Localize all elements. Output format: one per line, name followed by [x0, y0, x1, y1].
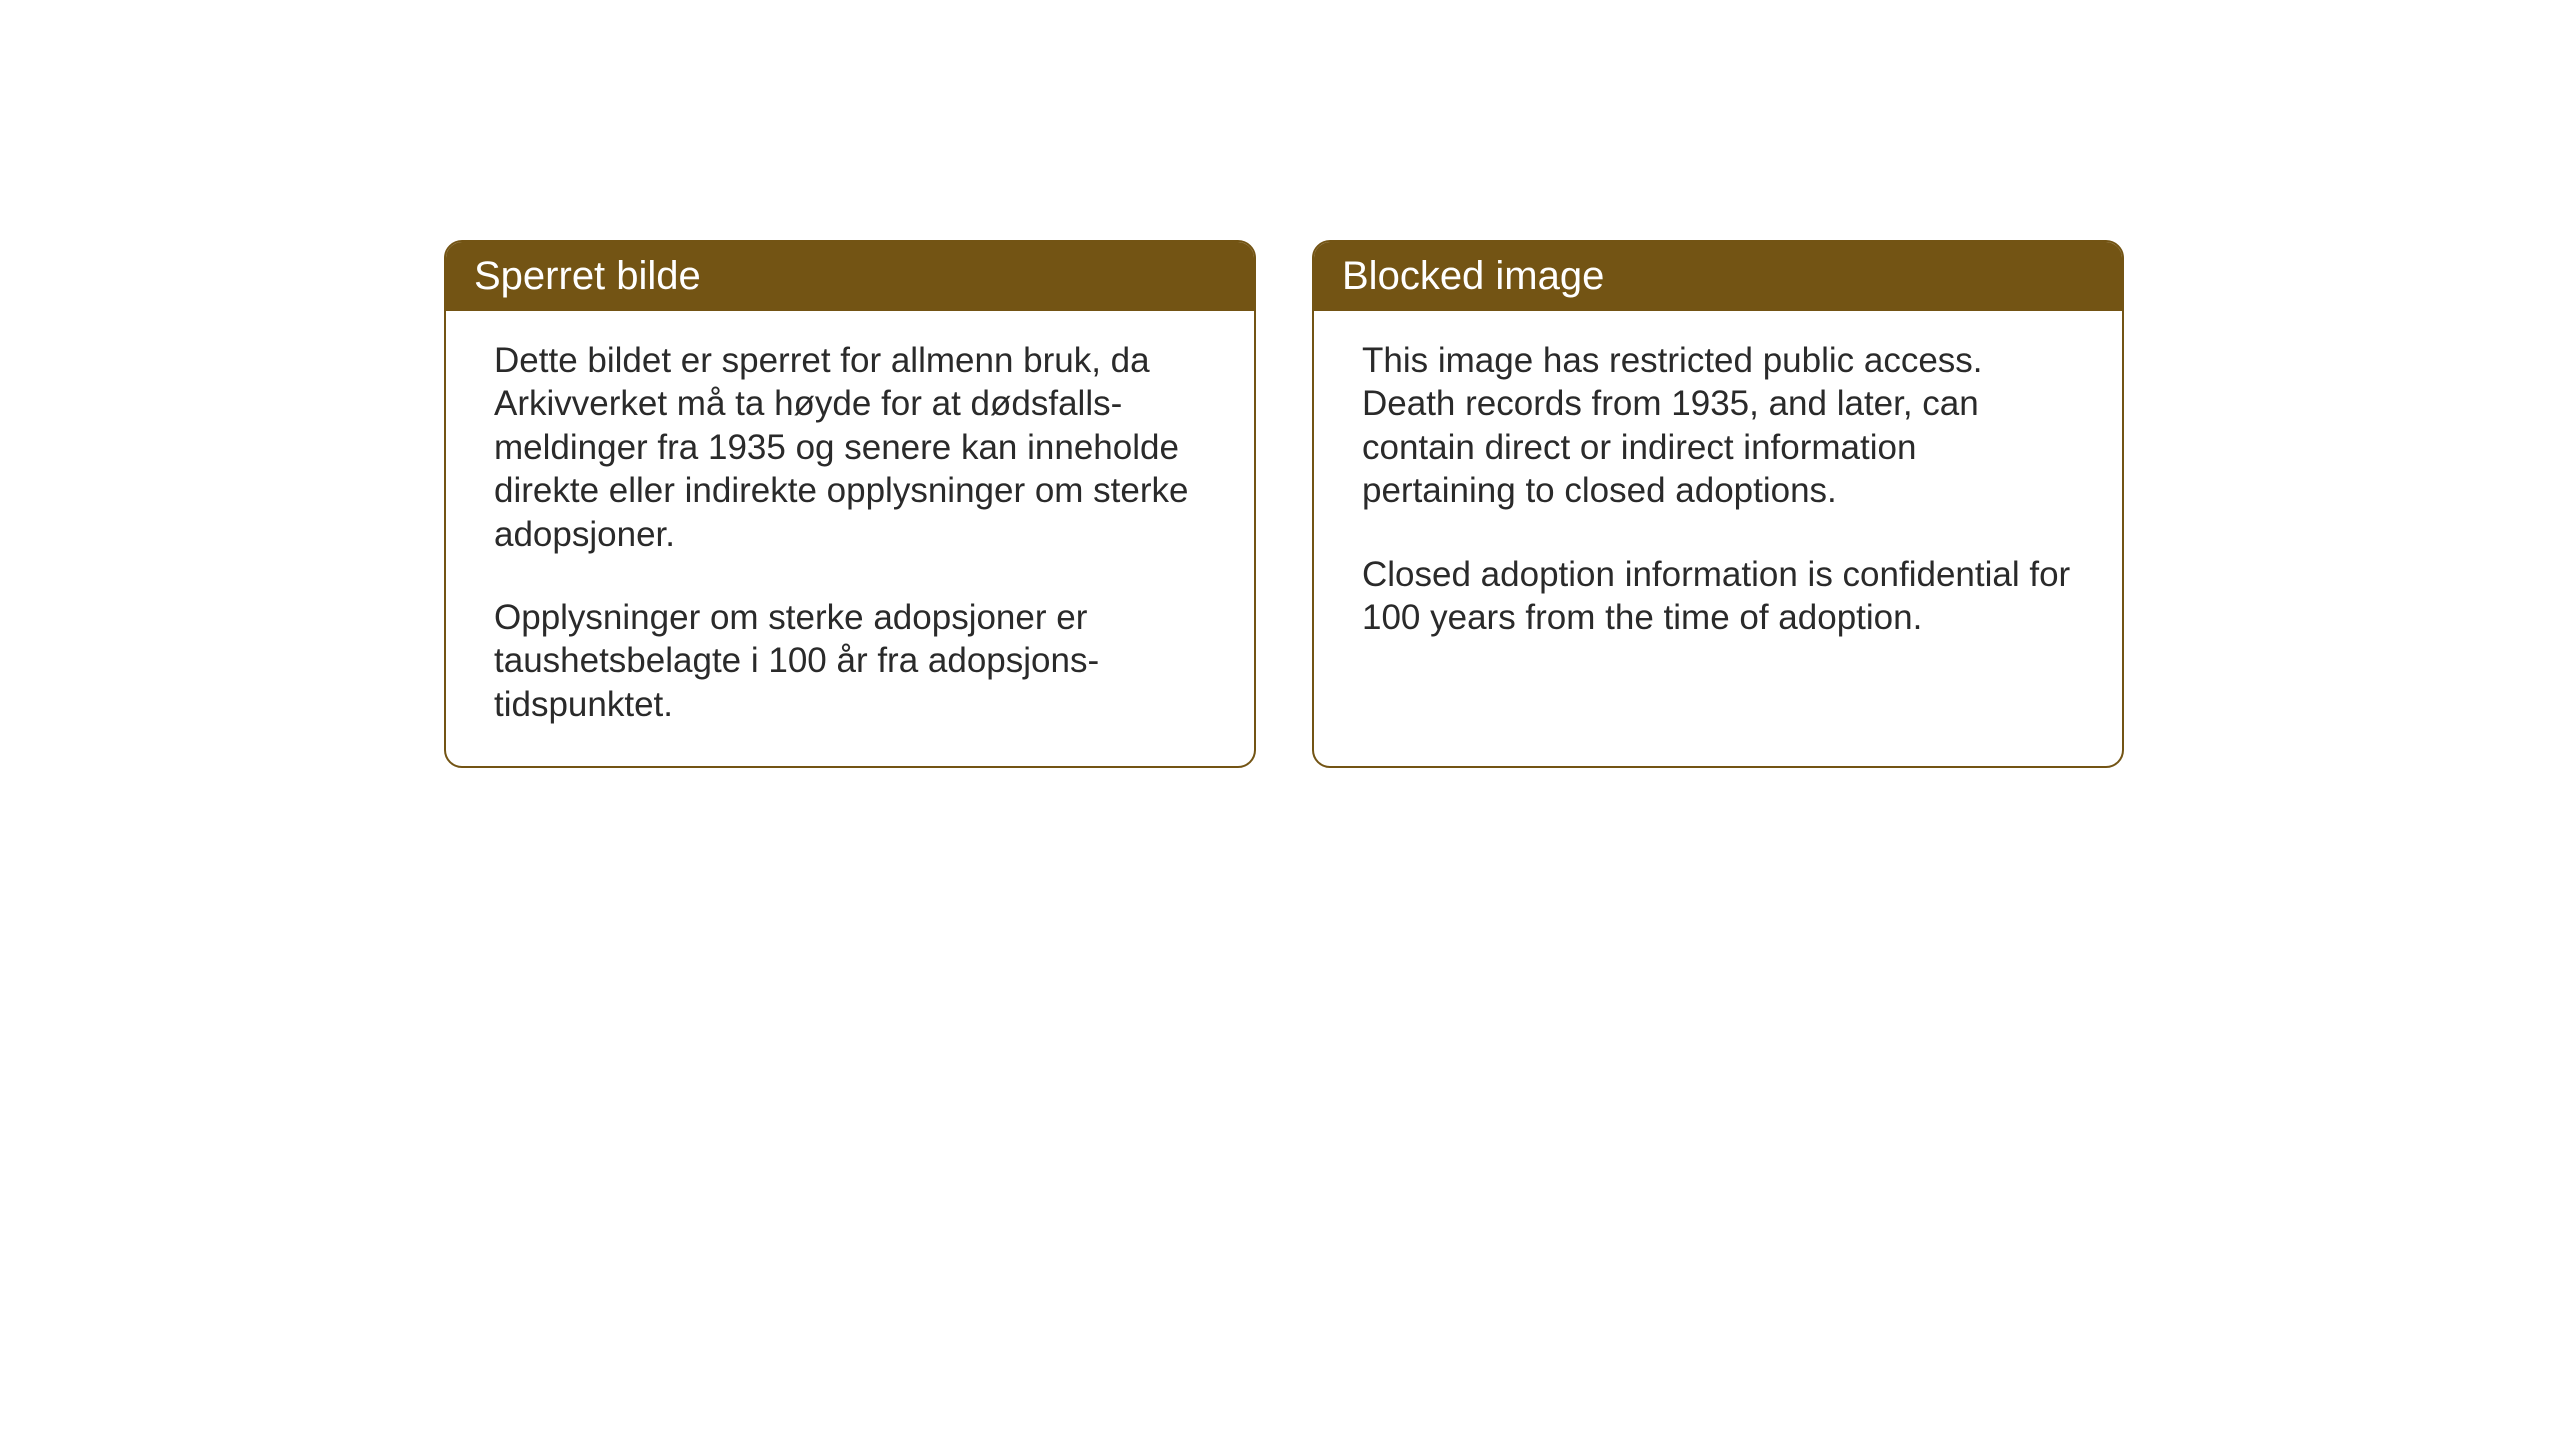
norwegian-card-body: Dette bildet er sperret for allmenn bruk…: [446, 311, 1254, 766]
norwegian-paragraph-1: Dette bildet er sperret for allmenn bruk…: [494, 339, 1206, 556]
english-card-title: Blocked image: [1314, 242, 2122, 311]
english-card-body: This image has restricted public access.…: [1314, 311, 2122, 679]
english-paragraph-2: Closed adoption information is confident…: [1362, 553, 2074, 640]
english-paragraph-1: This image has restricted public access.…: [1362, 339, 2074, 513]
norwegian-paragraph-2: Opplysninger om sterke adopsjoner er tau…: [494, 596, 1206, 726]
norwegian-card: Sperret bilde Dette bildet er sperret fo…: [444, 240, 1256, 768]
norwegian-card-title: Sperret bilde: [446, 242, 1254, 311]
cards-container: Sperret bilde Dette bildet er sperret fo…: [0, 0, 2560, 768]
english-card: Blocked image This image has restricted …: [1312, 240, 2124, 768]
